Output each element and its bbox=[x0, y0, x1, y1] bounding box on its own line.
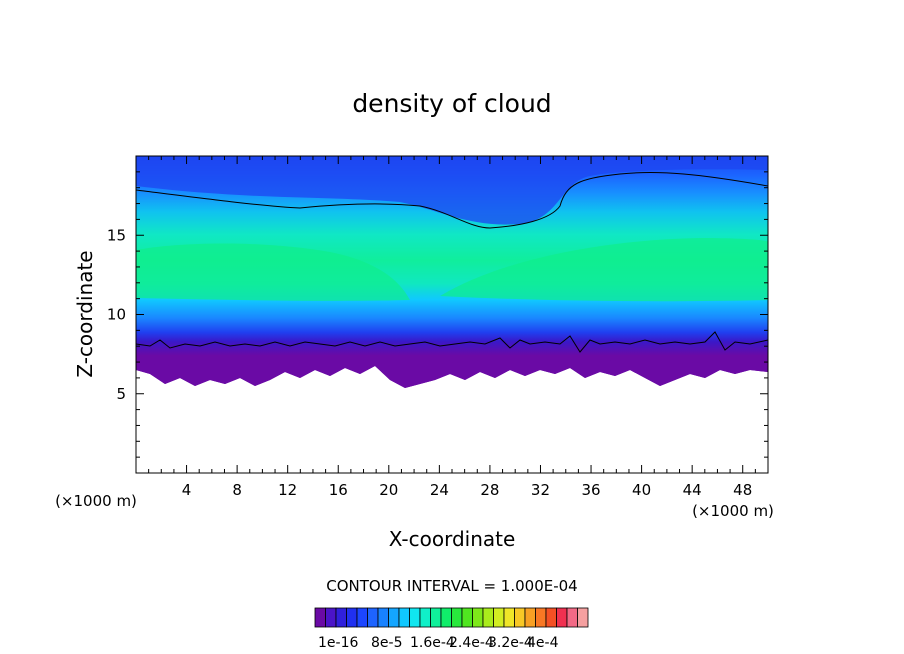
colorbar-tick-label: 8e-5 bbox=[371, 635, 402, 651]
colorbar-swatch bbox=[566, 607, 578, 628]
x-tick-label: 28 bbox=[480, 481, 499, 499]
colorbar-tick-label: 4e-4 bbox=[527, 635, 559, 651]
y-axis-ticks: 5 10 15 bbox=[107, 171, 768, 458]
x-tick-label: 20 bbox=[379, 481, 398, 499]
colorbar-swatch bbox=[325, 607, 337, 628]
colorbar-swatch bbox=[356, 607, 368, 628]
colorbar-tick-label: 1e-16 bbox=[318, 635, 358, 651]
colorbar bbox=[314, 607, 589, 628]
y-tick-label: 5 bbox=[116, 385, 126, 403]
colorbar-swatch bbox=[388, 607, 400, 628]
x-tick-label: 16 bbox=[329, 481, 348, 499]
colorbar-swatch bbox=[409, 607, 421, 628]
colorbar-swatch bbox=[430, 607, 442, 628]
contour-lower bbox=[136, 331, 768, 353]
colorbar-swatch bbox=[472, 607, 484, 628]
x-tick-label: 12 bbox=[278, 481, 297, 499]
cloud-base-fill bbox=[136, 366, 768, 473]
x-tick-label: 4 bbox=[182, 481, 192, 499]
x-tick-label: 24 bbox=[430, 481, 449, 499]
green-core-left bbox=[136, 243, 410, 301]
colorbar-swatch bbox=[482, 607, 494, 628]
y-tick-label: 10 bbox=[107, 306, 126, 324]
x-unit-right: (×1000 m) bbox=[692, 502, 774, 520]
colorbar-swatch bbox=[377, 607, 389, 628]
x-tick-label: 36 bbox=[581, 481, 600, 499]
colorbar-swatch bbox=[398, 607, 410, 628]
colorbar-swatch bbox=[314, 607, 326, 628]
colorbar-swatch bbox=[577, 607, 589, 628]
y-axis-label: Z-coordinate bbox=[73, 250, 97, 377]
chart-title: density of cloud bbox=[352, 89, 551, 118]
colorbar-swatch bbox=[493, 607, 505, 628]
colorbar-swatch bbox=[440, 607, 452, 628]
colorbar-swatch bbox=[419, 607, 431, 628]
colorbar-swatch bbox=[367, 607, 379, 628]
colorbar-tick-label: 3.2e-4 bbox=[488, 635, 533, 651]
colorbar-swatch bbox=[335, 607, 347, 628]
x-tick-label: 8 bbox=[232, 481, 242, 499]
colorbar-swatch bbox=[461, 607, 473, 628]
colorbar-swatch bbox=[451, 607, 463, 628]
x-unit-left: (×1000 m) bbox=[55, 492, 137, 510]
x-tick-label: 32 bbox=[531, 481, 550, 499]
x-axis-label: X-coordinate bbox=[389, 527, 516, 551]
colorbar-swatch bbox=[514, 607, 526, 628]
green-core-right bbox=[440, 238, 768, 302]
contour-interval-label: CONTOUR INTERVAL = 1.000E-04 bbox=[326, 577, 577, 595]
colorbar-swatch bbox=[535, 607, 547, 628]
colorbar-swatch bbox=[346, 607, 358, 628]
colorbar-swatch bbox=[524, 607, 536, 628]
x-tick-label: 48 bbox=[733, 481, 752, 499]
x-tick-label: 40 bbox=[632, 481, 651, 499]
colorbar-swatch bbox=[545, 607, 557, 628]
cloud-base-purple bbox=[136, 360, 768, 388]
contour-upper bbox=[136, 172, 768, 229]
y-tick-label: 15 bbox=[107, 226, 126, 244]
x-axis-ticks: 4 8 12 16 20 24 28 32 36 40 44 48 bbox=[148, 156, 756, 499]
colorbar-tick-label: 1.6e-4 bbox=[410, 635, 455, 651]
upper-dark-band bbox=[136, 156, 768, 225]
density-field bbox=[136, 156, 768, 473]
colorbar-tick-labels: 1e-16 8e-5 1.6e-42.4e-43.2e-44e-4 bbox=[318, 635, 559, 651]
colorbar-swatch bbox=[556, 607, 568, 628]
colorbar-swatch bbox=[503, 607, 515, 628]
x-tick-label: 44 bbox=[683, 481, 702, 499]
colorbar-tick-label: 2.4e-4 bbox=[449, 635, 494, 651]
